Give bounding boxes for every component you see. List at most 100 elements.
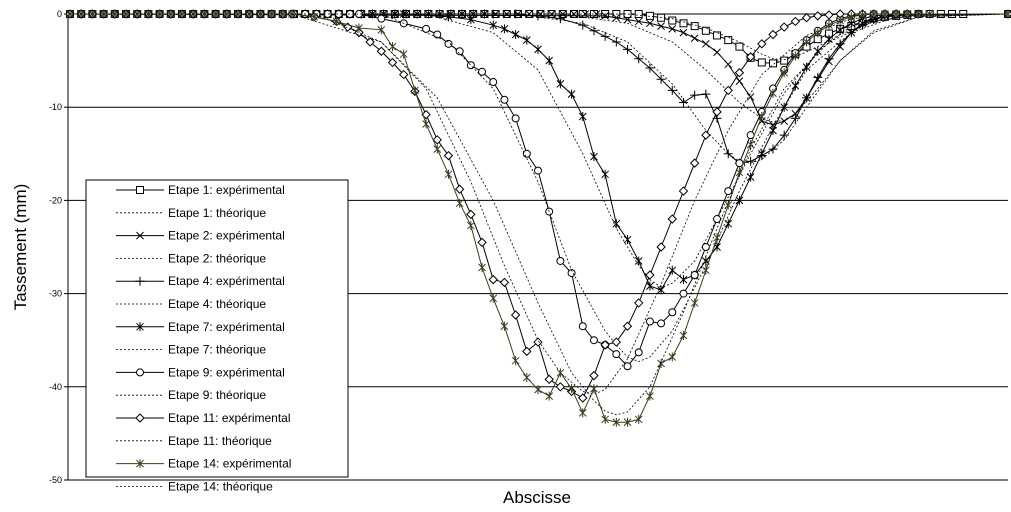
data-point	[390, 9, 399, 19]
legend-entry: Etape 14: expérimental	[116, 457, 291, 471]
data-point	[533, 337, 543, 347]
data-point	[511, 356, 520, 366]
data-point	[768, 144, 778, 154]
y-tick-label: -20	[49, 195, 62, 205]
y-tick-label: -30	[49, 289, 62, 299]
legend-label: Etape 9: expérimental	[168, 365, 285, 379]
data-point	[646, 391, 654, 401]
series-line	[68, 13, 1009, 288]
data-point	[701, 26, 710, 35]
data-point	[679, 19, 688, 28]
legend-entry: Etape 14: théorique	[116, 479, 273, 493]
data-point	[589, 336, 598, 345]
data-point	[166, 9, 175, 19]
legend-label: Etape 2: expérimental	[168, 229, 285, 243]
series-line	[68, 13, 1009, 395]
data-point	[522, 372, 531, 382]
data-point	[99, 9, 108, 19]
data-point	[679, 289, 688, 298]
data-point	[612, 417, 621, 427]
legend-entry: Etape 7: expérimental	[116, 320, 285, 334]
data-point	[136, 368, 144, 377]
data-point	[399, 69, 409, 80]
data-point	[836, 25, 844, 35]
legend-entry: Etape 11: expérimental	[116, 411, 291, 425]
data-point	[500, 24, 509, 34]
data-point	[779, 130, 789, 140]
data-point	[623, 15, 632, 24]
data-point	[769, 126, 777, 135]
data-point	[690, 270, 699, 279]
data-point	[734, 68, 745, 78]
legend-entry: Etape 9: expérimental	[116, 365, 285, 379]
data-point	[500, 321, 509, 331]
data-point	[601, 12, 609, 20]
legend-entry: Etape 1: expérimental	[116, 183, 285, 197]
legend-label: Etape 9: théorique	[168, 388, 266, 402]
data-point	[623, 235, 632, 245]
legend-label: Etape 1: théorique	[168, 206, 266, 220]
data-point	[377, 14, 386, 23]
data-point	[701, 130, 711, 140]
data-point	[657, 22, 665, 30]
data-point	[411, 85, 419, 95]
series-4	[68, 13, 1009, 123]
data-point	[623, 44, 633, 54]
data-point	[455, 198, 464, 208]
legend-entry: Etape 11: théorique	[116, 434, 272, 448]
data-point	[478, 67, 487, 76]
data-point	[466, 209, 476, 220]
data-point	[769, 121, 777, 129]
data-point	[634, 10, 643, 18]
data-point	[422, 24, 431, 33]
data-point	[668, 25, 677, 33]
data-point	[433, 144, 442, 154]
data-point	[925, 9, 934, 19]
legend-entry: Etape 1: théorique	[116, 206, 266, 220]
data-point	[723, 149, 733, 159]
data-point	[679, 28, 688, 37]
series-8	[68, 13, 1009, 288]
data-point	[443, 150, 454, 161]
data-point	[399, 49, 408, 59]
data-point	[522, 149, 531, 158]
data-point	[578, 322, 587, 331]
data-point	[578, 112, 587, 122]
data-point	[735, 195, 744, 205]
data-point	[534, 166, 542, 175]
data-point	[544, 374, 554, 385]
series-10	[68, 13, 1009, 363]
data-point	[668, 16, 677, 25]
data-point	[556, 79, 565, 89]
data-point	[757, 58, 766, 67]
data-point	[589, 370, 599, 381]
data-point	[668, 352, 677, 362]
data-point	[578, 393, 588, 403]
data-point	[646, 281, 654, 291]
data-point	[455, 47, 464, 56]
y-tick-label: -50	[49, 475, 62, 485]
data-point	[444, 169, 453, 179]
data-point	[500, 95, 509, 104]
legend-entry: Etape 9: théorique	[116, 388, 266, 402]
data-point	[567, 89, 576, 99]
data-point	[287, 9, 296, 19]
data-point	[421, 109, 431, 120]
data-point	[768, 29, 778, 40]
y-tick-labels: 0 -10 -20 -30 -40 -50	[49, 9, 62, 485]
data-point	[679, 275, 688, 285]
data-point	[802, 37, 811, 47]
data-point	[354, 10, 363, 18]
data-point	[545, 391, 554, 401]
data-point	[612, 219, 621, 229]
series-layer	[65, 9, 1011, 427]
data-point	[745, 52, 756, 62]
data-point	[689, 158, 700, 168]
data-point	[578, 408, 587, 418]
legend-label: Etape 4: théorique	[168, 297, 266, 311]
data-point	[590, 152, 598, 162]
data-point	[667, 214, 677, 224]
data-point	[611, 37, 621, 47]
data-point	[334, 10, 343, 18]
data-point	[645, 63, 655, 73]
